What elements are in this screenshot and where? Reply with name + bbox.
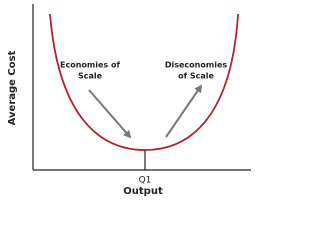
annotation: Scale	[78, 72, 103, 81]
arrow	[88, 89, 132, 139]
y-axis-label: Average Cost	[7, 50, 18, 125]
annotation: Economies of	[60, 61, 120, 70]
annotation: of Scale	[178, 72, 214, 81]
average-cost-curve	[49, 13, 239, 151]
x-axis-label: Output	[123, 186, 163, 197]
tick-label: Q1	[139, 176, 152, 186]
diagram: Q1 Output Average Cost Economies of Scal…	[7, 4, 251, 197]
annotation: Diseconomies	[165, 61, 228, 70]
arrow	[165, 84, 203, 138]
